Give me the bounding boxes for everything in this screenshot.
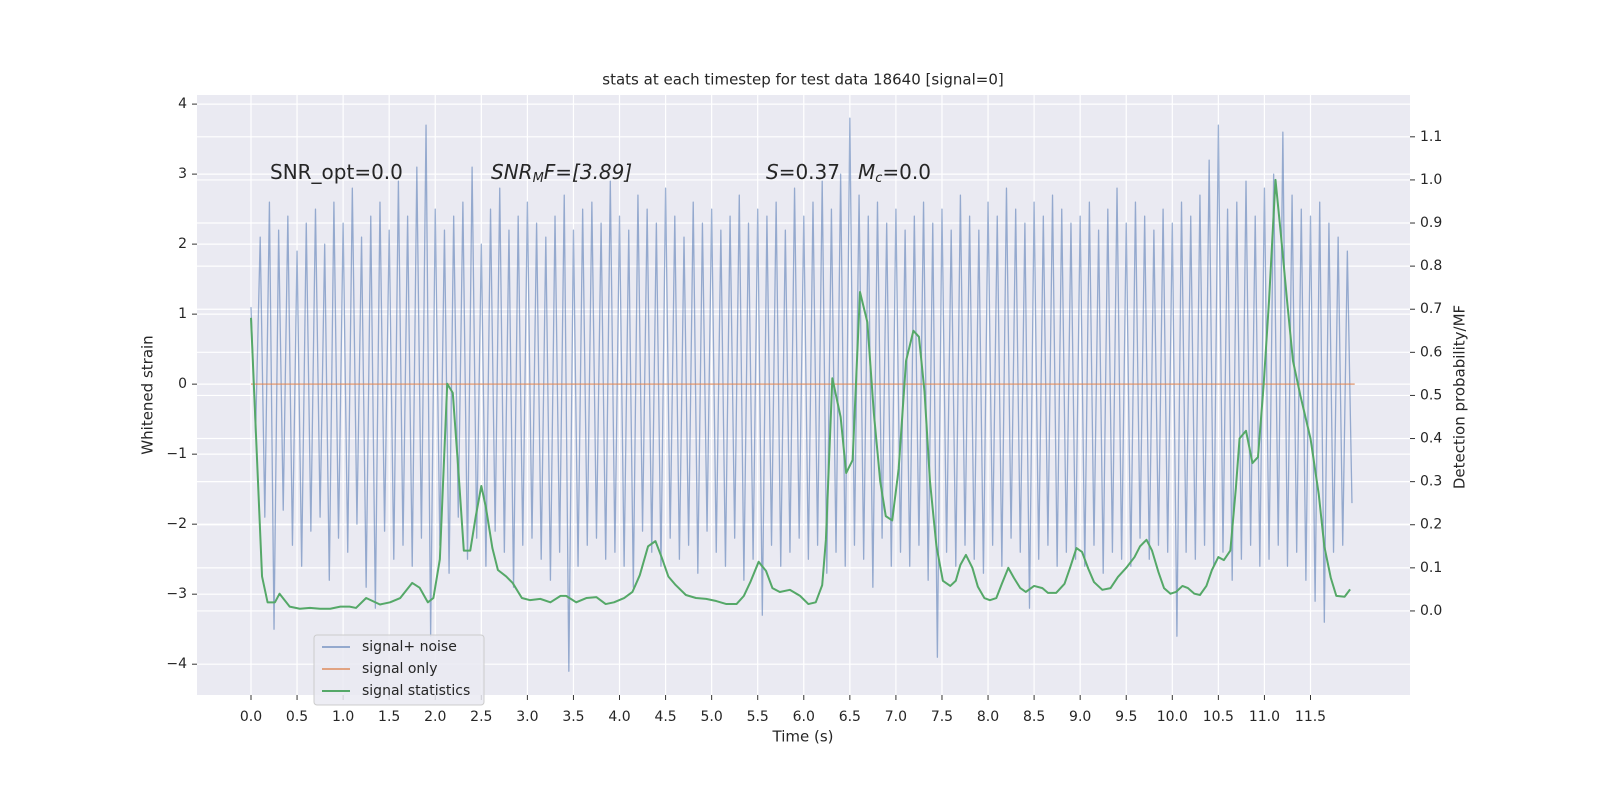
legend-label: signal+ noise bbox=[362, 639, 457, 655]
x-tick-label: 2.5 bbox=[470, 709, 492, 725]
y2-tick-label: 0.9 bbox=[1420, 215, 1442, 231]
y2-tick-label: 0.2 bbox=[1420, 517, 1442, 533]
x-axis-label: Time (s) bbox=[772, 728, 834, 746]
x-tick-label: 11.0 bbox=[1249, 709, 1280, 725]
marks: SNR_opt=0.0 SNRMF=[3.89] S=0.37 Mc=0.0 bbox=[249, 117, 1355, 672]
legend-label: signal statistics bbox=[362, 683, 470, 699]
annotation: Mc=0.0 bbox=[858, 160, 931, 186]
y2-tick-label: 0.7 bbox=[1420, 301, 1442, 317]
y2-tick-label: 0.5 bbox=[1420, 387, 1442, 403]
y2-tick-label: 0.8 bbox=[1420, 258, 1442, 274]
y-axis-label: Whitened strain bbox=[139, 335, 157, 454]
annotation: S=0.37 bbox=[766, 160, 840, 184]
series-line bbox=[249, 178, 1351, 610]
x-tick-label: 6.0 bbox=[793, 709, 815, 725]
y2-tick-label: 0.4 bbox=[1420, 431, 1442, 447]
x-tick-label: 5.5 bbox=[747, 709, 769, 725]
y2-axis-label: Detection probability/MF bbox=[1451, 305, 1469, 489]
x-tick-label: 9.0 bbox=[1069, 709, 1091, 725]
x-tick-label: 0.5 bbox=[286, 709, 308, 725]
annotation-part: =0.0 bbox=[882, 160, 931, 184]
y-tick-label: −2 bbox=[166, 516, 187, 532]
annotation-part: F=[3.89] bbox=[544, 160, 632, 184]
y-tick-label: −3 bbox=[166, 586, 187, 602]
x-tick-label: 10.0 bbox=[1157, 709, 1188, 725]
x-tick-label: 0.0 bbox=[240, 709, 262, 725]
y-tick-label: −1 bbox=[166, 446, 187, 462]
y-tick-label: −4 bbox=[166, 656, 187, 672]
y-tick-label: 1 bbox=[178, 306, 187, 322]
x-tick-label: 2.0 bbox=[424, 709, 446, 725]
chart-title: stats at each timestep for test data 186… bbox=[602, 71, 1003, 89]
legend-box bbox=[313, 634, 485, 706]
x-tick-label: 5.0 bbox=[701, 709, 723, 725]
y2-tick-label: 0.0 bbox=[1420, 603, 1442, 619]
annotation-part: c bbox=[875, 171, 882, 186]
y-tick-label: 0 bbox=[178, 376, 187, 392]
x-tick-label: 7.5 bbox=[931, 709, 953, 725]
annotation-part: SNR_opt=0.0 bbox=[270, 160, 403, 184]
x-tick-label: 10.5 bbox=[1203, 709, 1234, 725]
annotation-part: M bbox=[533, 171, 544, 186]
y-tick-label: 2 bbox=[178, 236, 187, 252]
y2-tick-label: 0.6 bbox=[1420, 344, 1442, 360]
annotation-part: S bbox=[766, 160, 779, 184]
series-line bbox=[250, 117, 1353, 672]
x-tick-label: 1.5 bbox=[378, 709, 400, 725]
y2-tick-label: 0.3 bbox=[1420, 474, 1442, 490]
annotation: SNRMF=[3.89] bbox=[491, 160, 632, 186]
x-tick-label: 9.5 bbox=[1115, 709, 1137, 725]
annotation-part: SNR bbox=[491, 160, 533, 184]
annotation: SNR_opt=0.0 bbox=[270, 160, 403, 184]
x-tick-label: 11.5 bbox=[1295, 709, 1326, 725]
y2-tick-label: 0.1 bbox=[1420, 560, 1442, 576]
y-tick-label: 3 bbox=[178, 166, 187, 182]
legend-label: signal only bbox=[362, 661, 437, 677]
x-tick-label: 7.0 bbox=[885, 709, 907, 725]
x-tick-label: 4.5 bbox=[654, 709, 676, 725]
y-tick-label: 4 bbox=[178, 96, 187, 112]
x-tick-label: 3.0 bbox=[516, 709, 538, 725]
y2-tick-label: 1.1 bbox=[1420, 129, 1442, 145]
axes: 0.0 0.5 1.0 1.5 2.0 2.5 3.0 3.5 4.0 4.5 5.0 5.5 6.0 6… bbox=[166, 96, 1442, 725]
x-tick-label: 4.0 bbox=[608, 709, 630, 725]
x-tick-label: 3.5 bbox=[562, 709, 584, 725]
x-tick-label: 6.5 bbox=[839, 709, 861, 725]
x-tick-label: 8.0 bbox=[977, 709, 999, 725]
x-tick-label: 1.0 bbox=[332, 709, 354, 725]
annotation-part: M bbox=[858, 160, 875, 184]
x-tick-label: 8.5 bbox=[1023, 709, 1045, 725]
y2-tick-label: 1.0 bbox=[1420, 172, 1442, 188]
annotation-part: =0.37 bbox=[779, 160, 840, 184]
